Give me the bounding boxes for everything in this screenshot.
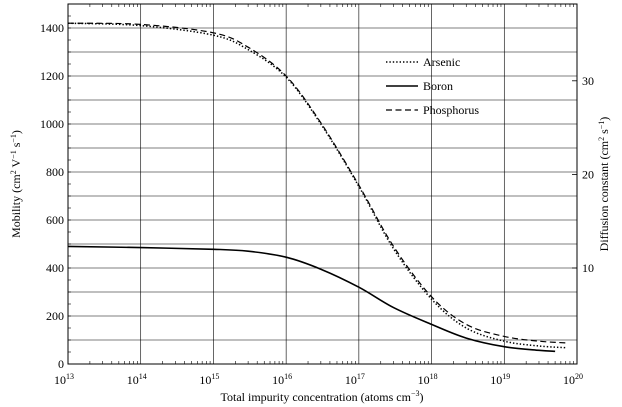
- series-line-phosphorus: [67, 22, 566, 344]
- series-layer: [67, 22, 566, 353]
- y2-tick-labels: 10 20 30: [582, 74, 594, 275]
- y2-tick-label: 30: [582, 74, 594, 88]
- y-tick-label: 1000: [40, 117, 64, 131]
- plot-area: [67, 3, 578, 365]
- y-tick-label: 400: [46, 261, 64, 275]
- x-tick-labels: 1013 1014 1015 1016 1017 1018 1019 1020: [54, 372, 583, 387]
- legend: Arsenic Boron Phosphorus: [386, 55, 479, 117]
- legend-label-phosphorus: Phosphorus: [423, 103, 479, 117]
- y-tick-label: 600: [46, 213, 64, 227]
- x-tick-label: 1015: [199, 372, 219, 387]
- y-tick-label: 1200: [40, 69, 64, 83]
- x-tick-label: 1020: [563, 372, 583, 387]
- grid: [68, 4, 577, 364]
- y2-tick-label: 20: [582, 167, 594, 181]
- x-axis-title: Total impurity concentration (atoms cm−3…: [221, 389, 424, 404]
- y-tick-label: 200: [46, 309, 64, 323]
- series-line-boron: [67, 245, 556, 353]
- y2-axis-title: Diffusion constant (cm2 s−1): [597, 117, 611, 252]
- x-tick-label: 1019: [490, 372, 510, 387]
- y-tick-label: 0: [58, 357, 64, 371]
- series-line-arsenic: [67, 22, 566, 349]
- y-tick-label: 1400: [40, 21, 64, 35]
- legend-label-boron: Boron: [423, 79, 453, 93]
- y-tick-labels: 0 200 400 600 800 1000 1200 1400: [40, 21, 64, 371]
- x-tick-label: 1013: [54, 372, 74, 387]
- tick-marks: [68, 4, 577, 364]
- x-tick-label: 1018: [418, 372, 438, 387]
- x-tick-label: 1014: [127, 372, 147, 387]
- x-tick-label: 1016: [272, 372, 292, 387]
- y-axis-title: Mobility (cm2 V−1 s−1): [9, 130, 23, 238]
- y-tick-label: 800: [46, 165, 64, 179]
- y2-tick-label: 10: [582, 261, 594, 275]
- x-tick-label: 1017: [345, 372, 365, 387]
- legend-label-arsenic: Arsenic: [423, 55, 460, 69]
